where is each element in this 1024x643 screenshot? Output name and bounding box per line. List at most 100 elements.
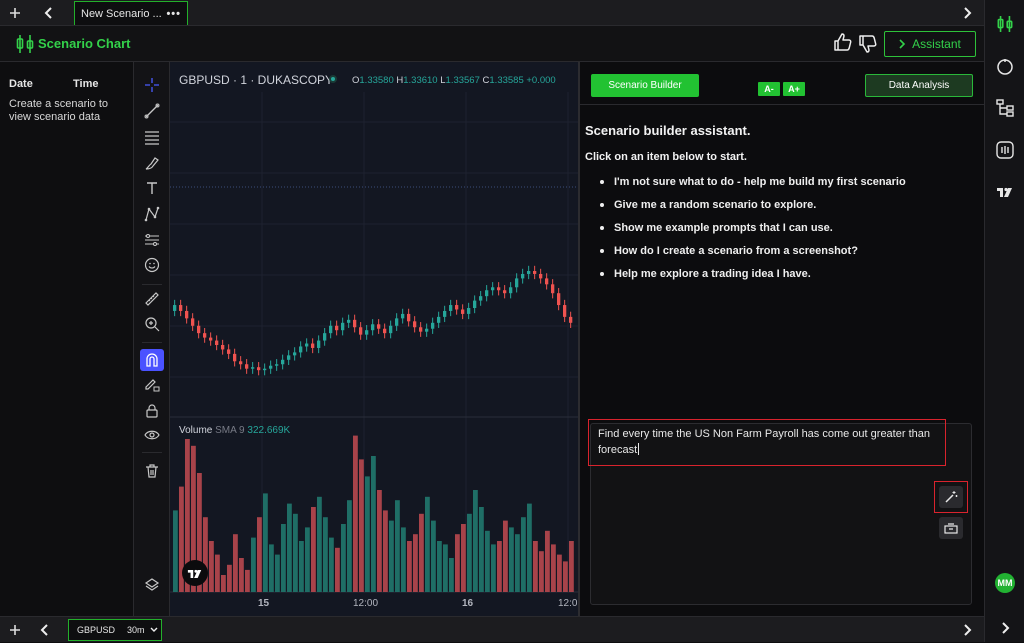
open-value: 1.33580	[359, 75, 394, 86]
candle	[215, 340, 219, 345]
font-increase-button[interactable]: A+	[783, 82, 805, 96]
volume-bar	[401, 527, 406, 592]
prompt-input[interactable]: Find every time the US Non Farm Payroll …	[590, 423, 972, 605]
object-tree-tool[interactable]	[140, 574, 164, 596]
price-chart[interactable]: GBPUSD · 1 · DUKASCOPY O1.33580 H1.33610…	[170, 62, 578, 616]
volume-bar	[227, 564, 232, 592]
candle	[317, 340, 321, 348]
symbol-tab-label: GBPUSD	[77, 625, 116, 635]
magnet-tool[interactable]	[140, 349, 164, 371]
magic-wand-icon	[945, 491, 958, 503]
clear-input-button[interactable]	[939, 517, 963, 539]
rail-refresh[interactable]	[993, 55, 1017, 79]
volume-bar	[509, 527, 514, 592]
prompt-item[interactable]: Show me example prompts that I can use.	[600, 222, 833, 234]
volume-bar	[365, 476, 370, 592]
prompt-text: I'm not sure what to do - help me build …	[614, 176, 906, 188]
volume-bar	[221, 575, 226, 592]
tabs-forward-button[interactable]	[952, 0, 982, 26]
trend-line-icon	[144, 103, 160, 119]
empty-state-text: Create a scenario to view scenario data	[9, 98, 109, 123]
candle	[227, 349, 231, 354]
avatar[interactable]: MM	[995, 573, 1015, 593]
candle	[299, 346, 303, 353]
symbol-title[interactable]: GBPUSD · 1 · DUKASCOPY	[179, 73, 334, 87]
candle	[473, 300, 477, 308]
bottom-forward-button[interactable]	[952, 617, 982, 643]
measure-tool[interactable]	[140, 229, 164, 251]
builder-title: Scenario builder assistant.	[585, 123, 751, 138]
trash-icon	[146, 464, 158, 478]
ruler-tool[interactable]	[140, 288, 164, 310]
remove-drawings-tool[interactable]	[140, 460, 164, 482]
bottom-back-button[interactable]	[30, 617, 60, 643]
volume-bar	[533, 541, 538, 592]
candle	[479, 296, 483, 301]
thumbs-down-icon	[859, 35, 877, 53]
volume-sma-label: SMA 9	[215, 425, 245, 436]
generate-button[interactable]	[939, 486, 963, 508]
prompt-item[interactable]: How do I create a scenario from a screen…	[600, 245, 858, 257]
text-icon	[147, 182, 157, 194]
toolbar-divider	[142, 452, 162, 453]
volume-bar	[269, 544, 274, 592]
rail-forward-button[interactable]	[993, 616, 1017, 640]
scenario-data-panel: Date Time Create a scenario to view scen…	[0, 62, 134, 616]
data-analysis-button[interactable]: Data Analysis	[865, 74, 973, 97]
bottom-bar: GBPUSD 30m	[0, 616, 984, 642]
chevron-left-icon	[40, 624, 48, 636]
rail-code[interactable]	[993, 138, 1017, 162]
lock-all-tool[interactable]	[140, 400, 164, 422]
prompt-input-value[interactable]: Find every time the US Non Farm Payroll …	[598, 426, 942, 458]
crosshair-tool[interactable]	[140, 74, 164, 96]
volume-bar	[299, 541, 304, 592]
interval-select[interactable]: 30m	[127, 625, 158, 635]
chart-canvas[interactable]	[170, 62, 578, 616]
candle-logo-icon	[997, 16, 1013, 32]
volume-bar	[443, 544, 448, 592]
volume-bar	[233, 534, 238, 592]
tab-menu-button[interactable]: •••	[166, 7, 181, 20]
prompt-item[interactable]: Give me a random scenario to explore.	[600, 199, 816, 211]
add-chart-button[interactable]	[0, 617, 30, 643]
hide-drawings-tool[interactable]	[140, 424, 164, 446]
rail-scenario-chart[interactable]	[993, 12, 1017, 36]
lock-drawing-tool[interactable]	[140, 374, 164, 396]
rail-tradingview[interactable]	[993, 180, 1017, 204]
thumbs-up-button[interactable]	[833, 32, 853, 52]
prompt-item[interactable]: I'm not sure what to do - help me build …	[600, 176, 906, 188]
tab-new-scenario[interactable]: New Scenario ... •••	[74, 1, 188, 25]
candle	[419, 327, 423, 332]
brush-tool[interactable]	[140, 152, 164, 174]
candle	[395, 318, 399, 326]
candle	[179, 305, 183, 311]
trend-line-tool[interactable]	[140, 100, 164, 122]
volume-bar	[407, 541, 412, 592]
scenario-builder-button[interactable]: Scenario Builder	[591, 74, 699, 97]
font-decrease-button[interactable]: A-	[758, 82, 780, 96]
tabs-back-button[interactable]	[34, 0, 64, 26]
pattern-tool[interactable]	[140, 203, 164, 225]
zoom-tool[interactable]	[140, 313, 164, 335]
layers-icon	[144, 578, 160, 591]
fib-tool[interactable]	[140, 126, 164, 148]
rail-tree[interactable]	[993, 96, 1017, 120]
new-tab-button[interactable]	[0, 0, 30, 26]
low-value: 1.33567	[445, 75, 480, 86]
volume-label: Volume	[179, 425, 213, 436]
text-tool[interactable]	[140, 177, 164, 199]
tradingview-logo[interactable]	[182, 560, 208, 586]
prompt-item[interactable]: Help me explore a trading idea I have.	[600, 268, 811, 280]
thumbs-down-button[interactable]	[858, 34, 878, 54]
candle	[503, 290, 507, 294]
assistant-button[interactable]: Assistant	[884, 31, 976, 57]
time-axis-label: 15	[258, 598, 270, 609]
candle	[173, 305, 177, 311]
candle	[407, 313, 411, 322]
volume-bar	[521, 517, 526, 592]
volume-bar	[473, 490, 478, 592]
candle	[209, 337, 213, 341]
emoji-tool[interactable]	[140, 254, 164, 276]
symbol-tab[interactable]: GBPUSD 30m	[68, 619, 162, 641]
volume-bar	[263, 493, 268, 592]
